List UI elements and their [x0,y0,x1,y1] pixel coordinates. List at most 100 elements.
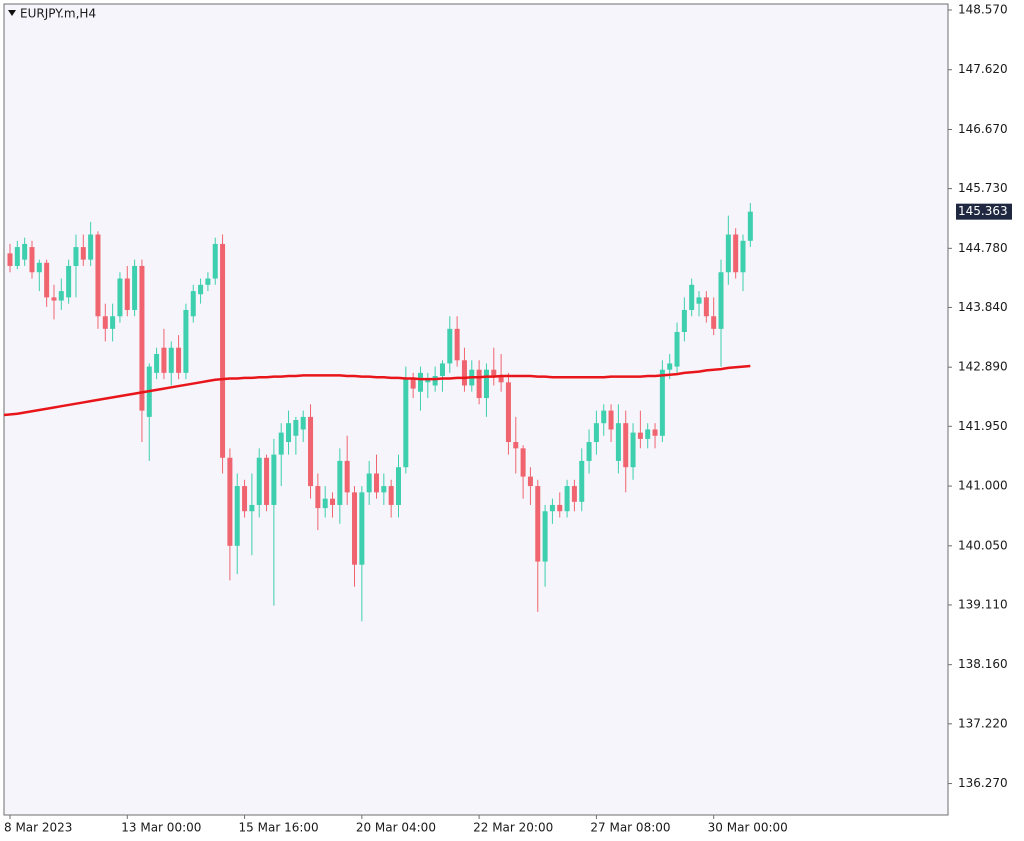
candle-body [220,243,226,458]
candle-body [227,457,233,546]
candle-body [491,369,497,377]
candle-body [22,243,28,260]
candle-body [183,309,189,373]
candle-body [337,460,343,505]
candle-body [154,353,160,373]
y-tick-label: 138.160 [958,657,1008,671]
candle-body [542,511,548,562]
candle-body [637,432,643,439]
candle-body [286,423,292,443]
candle-body [374,473,379,493]
candle-body [601,410,607,424]
candle-body [278,432,284,455]
candle-body [139,265,145,411]
candle-body [271,454,277,505]
candle-body [557,504,563,512]
candle-body [344,460,350,493]
candle-body [425,379,431,383]
candle-body [725,234,731,273]
candle-body [300,416,306,430]
candle-body [586,442,592,461]
candle-body [461,360,467,386]
y-tick-label: 137.220 [958,716,1008,730]
x-tick-label: 8 Mar 2023 [4,821,72,835]
candle-body [161,347,167,373]
y-tick-label: 136.270 [958,776,1008,790]
candle-body [733,234,739,273]
x-tick-label: 30 Mar 00:00 [708,821,788,835]
candle-body [608,410,614,430]
candle-body [718,272,724,329]
y-tick-label: 143.840 [958,300,1008,314]
y-tick-label: 144.780 [958,241,1008,255]
candle-body [505,382,511,443]
candle-body [102,316,108,329]
candle-body [58,291,64,301]
menu-triangle [8,10,16,16]
candle-body [36,262,42,273]
candle-body [615,423,621,461]
candle-body [498,376,504,383]
y-tick-label: 142.890 [958,360,1008,374]
candle-body [315,486,321,509]
x-tick-label: 13 Mar 00:00 [121,821,201,835]
candle-body [630,432,636,468]
candle-body [681,309,687,332]
candle-body [659,369,665,436]
candle-body [593,423,599,443]
candle-body [293,420,299,436]
last-price-label: 145.363 [958,204,1008,218]
candle-body [95,234,101,317]
x-tick-label: 27 Mar 08:00 [590,821,670,835]
candle-body [7,253,13,266]
candle-body [308,416,314,487]
candle-body [366,473,372,493]
candle-body [439,363,445,377]
candle-body [703,297,709,317]
candle-body [696,297,702,304]
candle-body [117,278,123,317]
candle-body [623,423,629,468]
candle-body [667,363,673,370]
candle-body [403,379,409,468]
y-tick-label: 140.050 [958,538,1008,552]
candle-body [520,448,526,477]
candle-body [29,247,35,273]
candle-body [73,247,79,266]
candle-body [579,460,585,502]
candle-body [212,243,218,279]
candle-body [535,486,541,562]
chart-title: EURJPY.m,H4 [20,7,96,21]
candle-body [476,369,482,399]
candle-body [132,265,138,310]
candle-body [14,247,20,266]
x-tick-label: 15 Mar 16:00 [239,821,319,835]
candle-body [330,498,336,505]
candle-body [447,328,453,364]
candle-body [417,372,423,392]
candle-body [740,240,746,273]
candle-body [513,442,519,449]
y-tick-label: 139.110 [958,597,1008,611]
candle-body [483,369,489,399]
candle-body [410,379,416,389]
candle-body [234,486,240,546]
candle-body [359,492,365,565]
candle-body [168,347,174,373]
candle-body [264,457,270,505]
y-tick-label: 148.570 [958,2,1008,16]
candle-body [322,498,328,509]
candle-body [124,278,130,310]
candle-body [88,234,94,260]
candle-body [190,291,196,317]
candle-body [205,278,211,285]
candle-body [352,492,358,565]
candle-body [689,284,695,310]
candle-body [674,331,680,367]
candle-body [527,476,533,487]
candle-body [110,316,116,329]
candle-body [454,328,460,361]
candle-body [645,429,651,439]
x-tick-label: 22 Mar 20:00 [473,821,553,835]
